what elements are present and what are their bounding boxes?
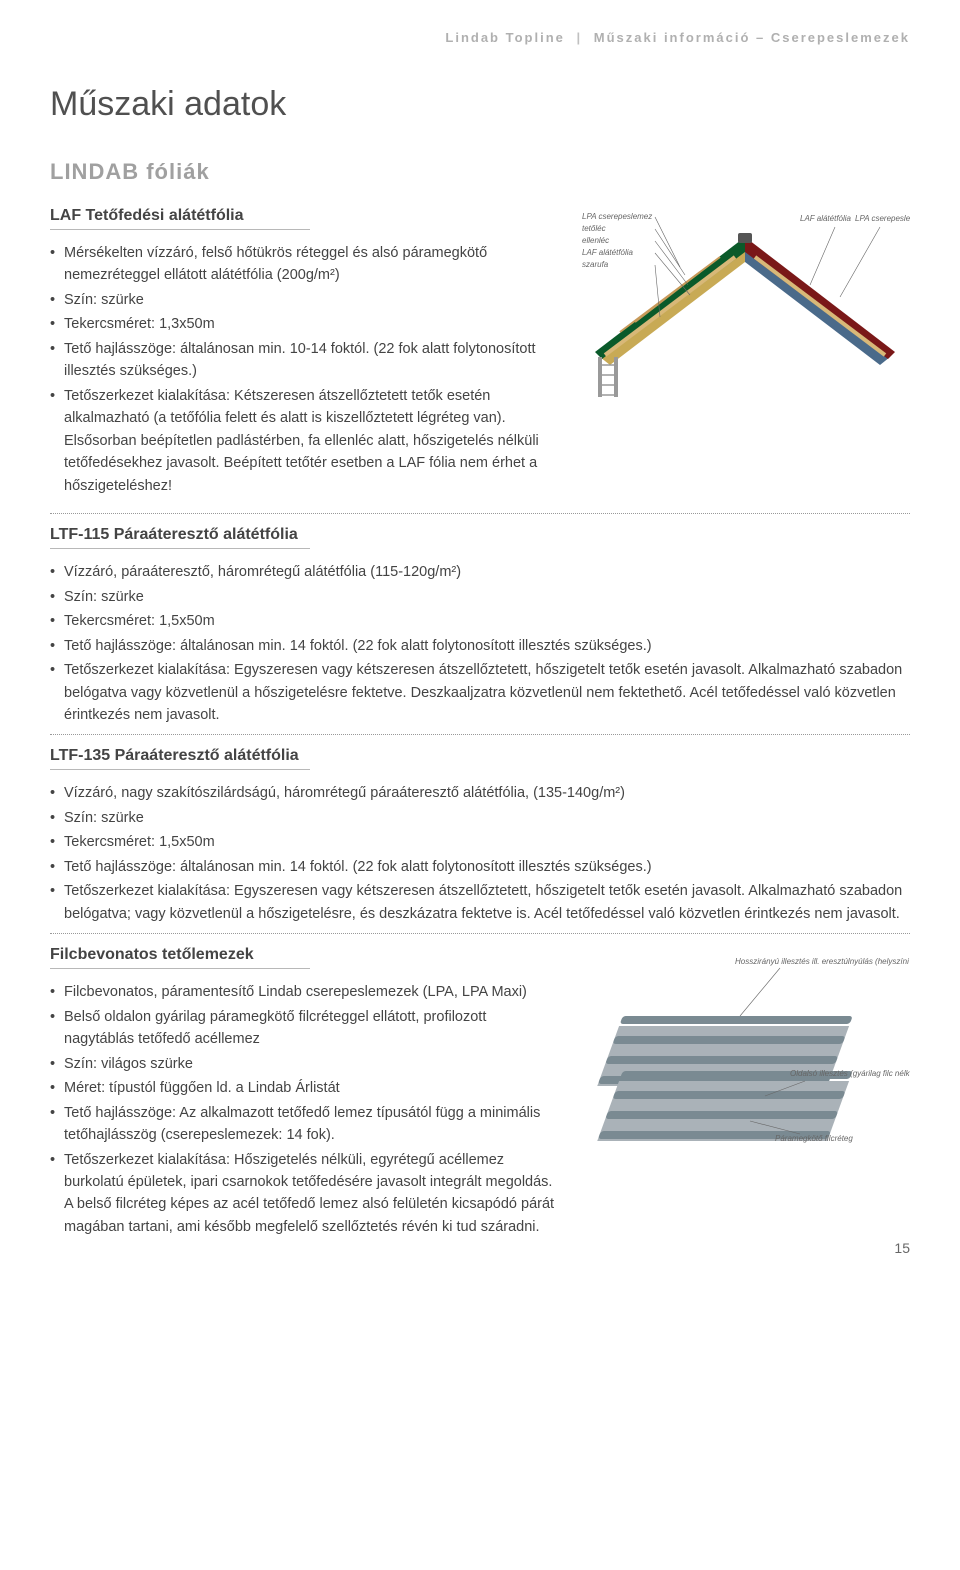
diagram-label: Páramegkötő filcréteg [775, 1134, 853, 1143]
diagram-label: LPA cserepeslemez [582, 212, 652, 221]
diagram-label: LPA cserepeslemez [855, 214, 910, 223]
product-heading: LAF Tetőfedési alátétfólia [50, 207, 560, 225]
page-number: 15 [894, 1240, 910, 1256]
page-title: Műszaki adatok [50, 85, 910, 124]
heading-underline [50, 968, 310, 969]
product-ltf115: LTF-115 Páraáteresztő alátétfólia Vízzár… [50, 526, 910, 726]
bullet-item: Tetőszerkezet kialakítása: Egyszeresen v… [50, 880, 910, 925]
product-heading: LTF-135 Páraáteresztő alátétfólia [50, 747, 910, 765]
bullet-item: Tetőszerkezet kialakítása: Egyszeresen v… [50, 659, 910, 726]
bullet-item: Tekercsméret: 1,5x50m [50, 831, 910, 853]
diagram-label: LAF alátétfólia [800, 214, 852, 223]
heading-underline [50, 229, 310, 230]
product-filc: Filcbevonatos tetőlemezek Filcbevonatos,… [50, 946, 560, 1238]
bullet-item: Tetőszerkezet kialakítása: Kétszeresen á… [50, 385, 560, 497]
bullet-item: Szín: világos szürke [50, 1053, 560, 1075]
bullet-item: Szín: szürke [50, 289, 560, 311]
diagram-label: Hosszirányú illesztés ill. eresztúlnyúlá… [735, 957, 910, 966]
bullet-item: Filcbevonatos, páramentesítő Lindab cser… [50, 981, 560, 1003]
dotted-separator [50, 734, 910, 735]
bullet-item: Belső oldalon gyárilag páramegkötő filcr… [50, 1006, 560, 1051]
diagram-label: tetőléc [582, 224, 606, 233]
bullet-item: Vízzáró, nagy szakítószilárdságú, háromr… [50, 782, 910, 804]
bullet-item: Mérsékelten vízzáró, felső hőtükrös réte… [50, 242, 560, 287]
doc-title: Műszaki információ – Cserepeslemezek [594, 30, 910, 45]
bullet-item: Tető hajlásszöge: általánosan min. 14 fo… [50, 635, 910, 657]
heading-underline [50, 548, 310, 549]
product-bullets: Mérsékelten vízzáró, felső hőtükrös réte… [50, 242, 560, 497]
diagram-label: ellenléc [582, 236, 609, 245]
product-ltf135: LTF-135 Páraáteresztő alátétfólia Vízzár… [50, 747, 910, 925]
dotted-separator [50, 513, 910, 514]
brand-name: Lindab Topline [445, 30, 564, 45]
product-bullets: Vízzáró, páraáteresztő, háromrétegű alát… [50, 561, 910, 726]
header-divider: | [577, 30, 583, 45]
bullet-item: Tetőszerkezet kialakítása: Hőszigetelés … [50, 1149, 560, 1239]
bullet-item: Méret: típustól függően ld. a Lindab Árl… [50, 1077, 560, 1099]
roof-cross-section-diagram: LPA cserepeslemez tetőléc ellenléc LAF a… [580, 207, 910, 407]
diagram-label: LAF alátétfólia [582, 248, 634, 257]
heading-underline [50, 769, 310, 770]
section-title: LINDAB fóliák [50, 159, 910, 185]
bullet-item: Vízzáró, páraáteresztő, háromrétegű alát… [50, 561, 910, 583]
product-laf: LAF Tetőfedési alátétfólia Mérsékelten v… [50, 207, 560, 497]
product-bullets: Vízzáró, nagy szakítószilárdságú, háromr… [50, 782, 910, 925]
bullet-item: Tető hajlásszöge: általánosan min. 10-14… [50, 338, 560, 383]
dotted-separator [50, 933, 910, 934]
bullet-item: Tekercsméret: 1,3x50m [50, 313, 560, 335]
bullet-item: Szín: szürke [50, 586, 910, 608]
sheet-overlap-diagram: Hosszirányú illesztés ill. eresztúlnyúlá… [580, 946, 910, 1186]
diagram-label: szarufa [582, 260, 609, 269]
product-heading: Filcbevonatos tetőlemezek [50, 946, 560, 964]
bullet-item: Tekercsméret: 1,5x50m [50, 610, 910, 632]
document-header: Lindab Topline | Műszaki információ – Cs… [50, 30, 910, 45]
bullet-item: Tető hajlásszöge: általánosan min. 14 fo… [50, 856, 910, 878]
product-bullets: Filcbevonatos, páramentesítő Lindab cser… [50, 981, 560, 1238]
diagram-label: Oldalsó illesztés (gyárilag filc nélküli… [790, 1069, 910, 1078]
bullet-item: Szín: szürke [50, 807, 910, 829]
bullet-item: Tető hajlásszöge: Az alkalmazott tetőfed… [50, 1102, 560, 1147]
product-heading: LTF-115 Páraáteresztő alátétfólia [50, 526, 910, 544]
